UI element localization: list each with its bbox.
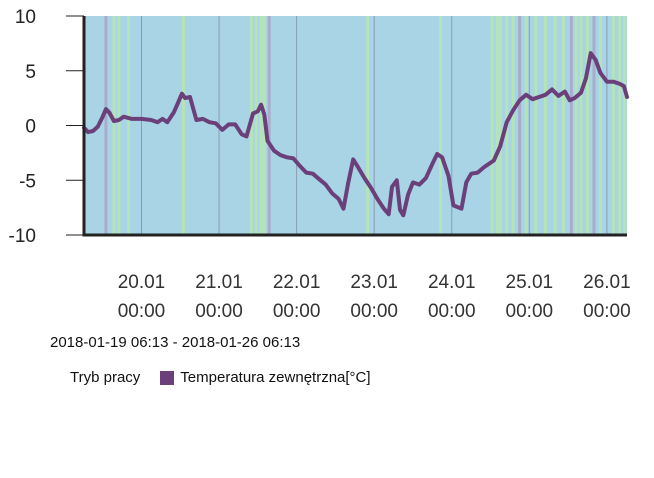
mode-band-0 bbox=[104, 16, 108, 235]
x-tick-time-3: 00:00 bbox=[350, 301, 398, 322]
legend-item-temperature[interactable]: Temperatura zewnętrzna[°C] bbox=[160, 369, 371, 386]
x-tick-day-6: 26.01 bbox=[583, 272, 631, 293]
y-tick-label-1: 5 bbox=[25, 62, 36, 83]
axes bbox=[66, 15, 627, 237]
mode-band-28 bbox=[598, 16, 602, 235]
vertical-gridlines bbox=[140, 16, 608, 235]
mode-band-20 bbox=[543, 16, 547, 235]
x-tick-labels: 20.01 00:00 21.01 00:00 22.01 00:00 23.01 00:00… bbox=[118, 272, 631, 322]
mode-band-18 bbox=[524, 16, 528, 235]
x-tick-time-6: 00:00 bbox=[583, 301, 631, 322]
x-tick-time-1: 00:00 bbox=[195, 301, 243, 322]
x-tick-time-5: 00:00 bbox=[506, 301, 554, 322]
mode-band-21 bbox=[553, 16, 557, 235]
y-tick-label-4: -10 bbox=[9, 226, 36, 247]
mode-band-30 bbox=[618, 16, 622, 235]
x-tick-time-0: 00:00 bbox=[118, 301, 166, 322]
mode-band-12 bbox=[490, 16, 494, 235]
mode-bands bbox=[104, 16, 627, 235]
mode-band-22 bbox=[561, 16, 565, 235]
y-tick-labels: 10 5 0 -5 -10 bbox=[9, 7, 36, 247]
legend-swatch-temperature bbox=[160, 370, 175, 385]
mode-band-13 bbox=[495, 16, 499, 235]
legend-label-temperature: Temperatura zewnętrzna[°C] bbox=[180, 369, 371, 386]
x-tick-day-0: 20.01 bbox=[118, 272, 166, 293]
mode-band-17 bbox=[518, 16, 522, 235]
mode-band-16 bbox=[511, 16, 515, 235]
date-range-label: 2018-01-19 06:13 - 2018-01-26 06:13 bbox=[50, 334, 301, 351]
x-tick-time-2: 00:00 bbox=[273, 301, 321, 322]
x-tick-day-4: 24.01 bbox=[428, 272, 476, 293]
legend-item-mode[interactable]: Tryb pracy bbox=[70, 369, 140, 386]
mode-band-25 bbox=[579, 16, 583, 235]
y-tick-label-2: 0 bbox=[25, 117, 36, 138]
mode-band-6 bbox=[254, 16, 258, 235]
mode-band-3 bbox=[127, 16, 131, 235]
mode-band-24 bbox=[574, 16, 578, 235]
y-tick-label-3: -5 bbox=[19, 171, 36, 192]
mode-band-11 bbox=[438, 16, 442, 235]
legend: Tryb pracy Temperatura zewnętrzna[°C] bbox=[70, 369, 371, 386]
temperature-chart: 10 5 0 -5 -10 20.01 00:00 21.01 00:00 22.01 00:00… bbox=[9, 7, 631, 322]
mode-band-4 bbox=[181, 16, 185, 235]
series-line-group bbox=[82, 51, 629, 218]
series-line-0 bbox=[82, 51, 629, 218]
mode-band-2 bbox=[117, 16, 121, 235]
legend-label-mode: Tryb pracy bbox=[70, 369, 141, 386]
x-tick-day-5: 25.01 bbox=[506, 272, 554, 293]
mode-band-26 bbox=[586, 16, 590, 235]
mode-band-23 bbox=[569, 16, 573, 235]
mode-band-27 bbox=[592, 16, 596, 235]
y-tick-label-0: 10 bbox=[15, 7, 36, 28]
mode-band-19 bbox=[534, 16, 538, 235]
mode-band-7 bbox=[259, 16, 263, 235]
x-tick-day-1: 21.01 bbox=[195, 272, 243, 293]
mode-band-29 bbox=[611, 16, 615, 235]
x-tick-day-3: 23.01 bbox=[350, 272, 398, 293]
mode-band-10 bbox=[366, 16, 370, 235]
mode-band-14 bbox=[498, 16, 502, 235]
x-tick-time-4: 00:00 bbox=[428, 301, 476, 322]
x-tick-day-2: 22.01 bbox=[273, 272, 321, 293]
mode-band-1 bbox=[112, 16, 116, 235]
mode-band-9 bbox=[267, 16, 271, 235]
mode-band-31 bbox=[623, 16, 627, 235]
